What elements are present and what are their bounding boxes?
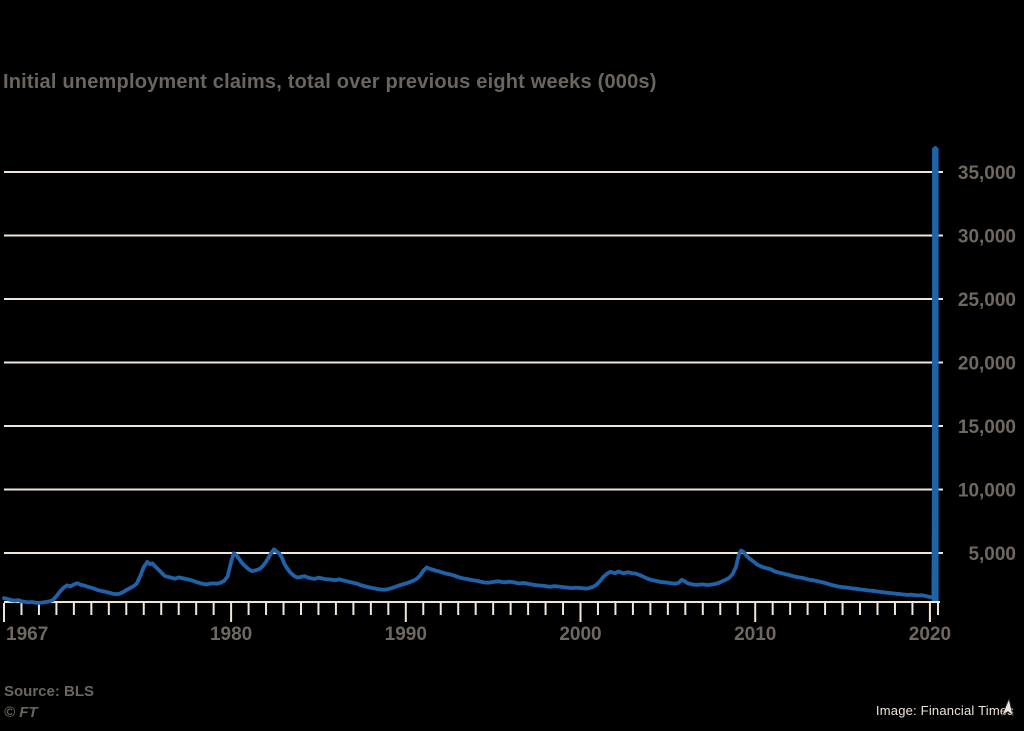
y-tick-label: 35,000 bbox=[958, 163, 1016, 184]
ft-logo: © FT bbox=[4, 704, 38, 721]
data-line bbox=[2, 145, 938, 605]
y-tick-label: 25,000 bbox=[958, 290, 1016, 311]
y-tick-label: 5,000 bbox=[968, 544, 1016, 565]
y-tick-label: 30,000 bbox=[958, 227, 1016, 248]
y-tick-label: 10,000 bbox=[958, 481, 1016, 502]
y-tick-label: 15,000 bbox=[958, 417, 1016, 438]
source-label: Source: BLS bbox=[4, 683, 95, 700]
y-tick-label: 20,000 bbox=[958, 354, 1016, 375]
x-tick-label: 1990 bbox=[385, 624, 427, 645]
x-tick-label: 1967 bbox=[6, 624, 48, 645]
chart-title: Initial unemployment claims, total over … bbox=[3, 71, 657, 93]
x-tick-label: 2000 bbox=[559, 624, 601, 645]
mouse-pointer-icon bbox=[999, 697, 1017, 720]
x-tick-label: 1980 bbox=[210, 624, 252, 645]
x-tick-label: 2010 bbox=[734, 624, 776, 645]
image-credit: Image: Financial Times bbox=[875, 703, 1014, 718]
x-tick-label: 2020 bbox=[909, 624, 951, 645]
